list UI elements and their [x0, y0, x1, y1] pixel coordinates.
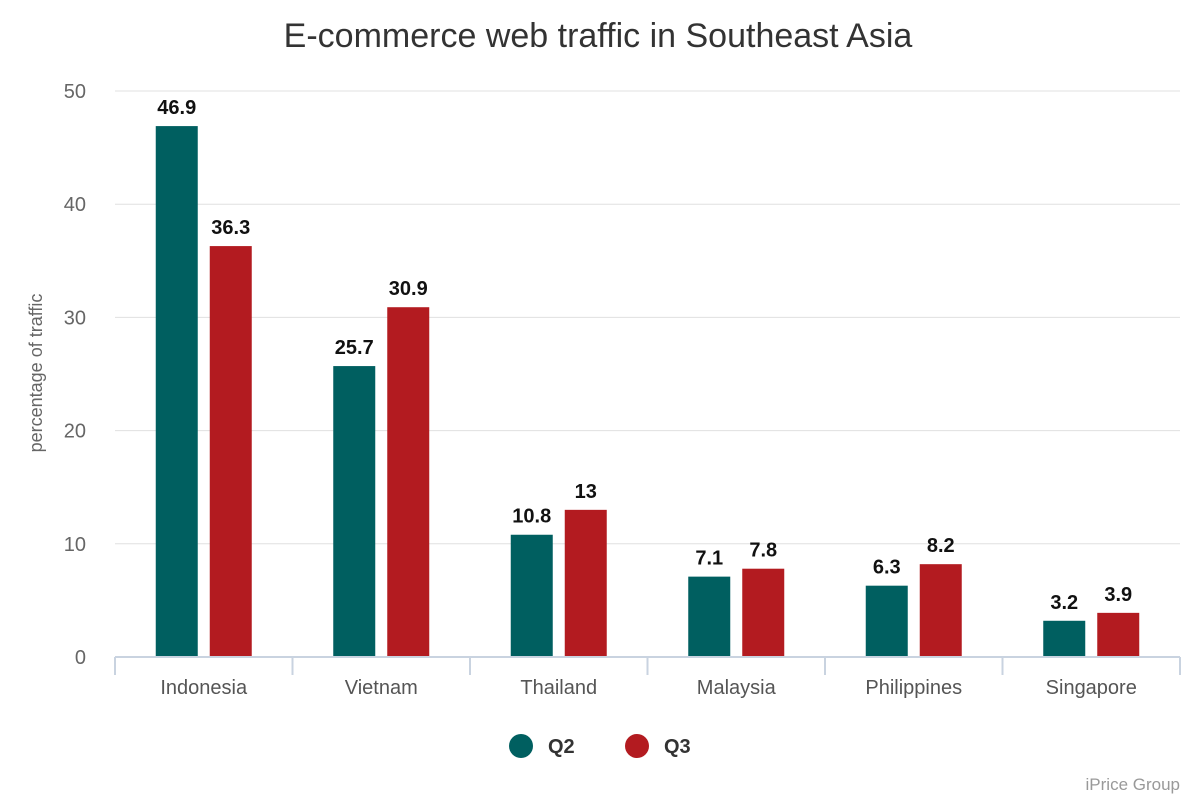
bar-q2-malaysia [688, 576, 731, 657]
bar-q3-singapore [1097, 612, 1140, 657]
y-tick-label: 30 [64, 307, 86, 329]
legend: Q2 Q3 [509, 734, 691, 758]
bar-q2-singapore [1043, 620, 1086, 657]
gridlines [115, 90, 1180, 545]
data-labels: 46.9 36.3 25.7 30.9 10.8 13 7.1 7.8 6.3 8.2 3.2 3.9 [157, 97, 1132, 614]
y-axis-label: percentage of traffic [26, 294, 46, 453]
y-tick-label: 0 [75, 647, 86, 669]
bar-q2-indonesia [155, 126, 198, 658]
data-label: 8.2 [927, 535, 955, 557]
legend-marker-q2 [509, 734, 533, 758]
data-label: 10.8 [512, 506, 551, 528]
x-axis [114, 656, 1181, 675]
legend-marker-q3 [625, 734, 649, 758]
bar-q3-indonesia [209, 246, 252, 658]
bar-q3-philippines [919, 564, 962, 657]
x-tick-label: Vietnam [345, 677, 418, 699]
source-credit: iPrice Group [1086, 775, 1180, 794]
y-tick-label: 40 [64, 194, 86, 216]
y-tick-label: 20 [64, 421, 86, 443]
bar-q2-vietnam [333, 366, 376, 657]
data-label: 3.9 [1104, 584, 1132, 606]
data-label: 25.7 [335, 337, 374, 359]
x-tick-label: Singapore [1046, 677, 1137, 699]
x-tick-label: Malaysia [697, 677, 777, 699]
data-label: 30.9 [389, 278, 428, 300]
x-tick-label: Philippines [865, 677, 962, 699]
bar-q3-thailand [564, 509, 607, 657]
data-label: 46.9 [157, 97, 196, 119]
bar-q2-philippines [865, 585, 908, 657]
legend-label-q2: Q2 [548, 736, 575, 758]
data-label: 6.3 [873, 557, 901, 579]
data-label: 3.2 [1050, 592, 1078, 614]
y-axis-ticks: 0 10 20 30 40 50 [64, 81, 86, 669]
bars [155, 126, 1140, 658]
legend-label-q3: Q3 [664, 736, 691, 758]
bar-q2-thailand [510, 534, 553, 657]
data-label: 7.1 [695, 548, 723, 570]
data-label: 36.3 [211, 217, 250, 239]
data-label: 7.8 [749, 540, 777, 562]
x-tick-label: Indonesia [160, 677, 248, 699]
y-tick-label: 10 [64, 534, 86, 556]
x-axis-ticks: Indonesia Vietnam Thailand Malaysia Philippi… [160, 677, 1136, 699]
bar-q3-vietnam [387, 307, 430, 657]
bar-q3-malaysia [742, 568, 785, 657]
chart-title: E-commerce web traffic in Southeast Asia [284, 17, 913, 55]
y-tick-label: 50 [64, 81, 86, 103]
x-tick-label: Thailand [520, 677, 597, 699]
data-label: 13 [575, 481, 597, 503]
